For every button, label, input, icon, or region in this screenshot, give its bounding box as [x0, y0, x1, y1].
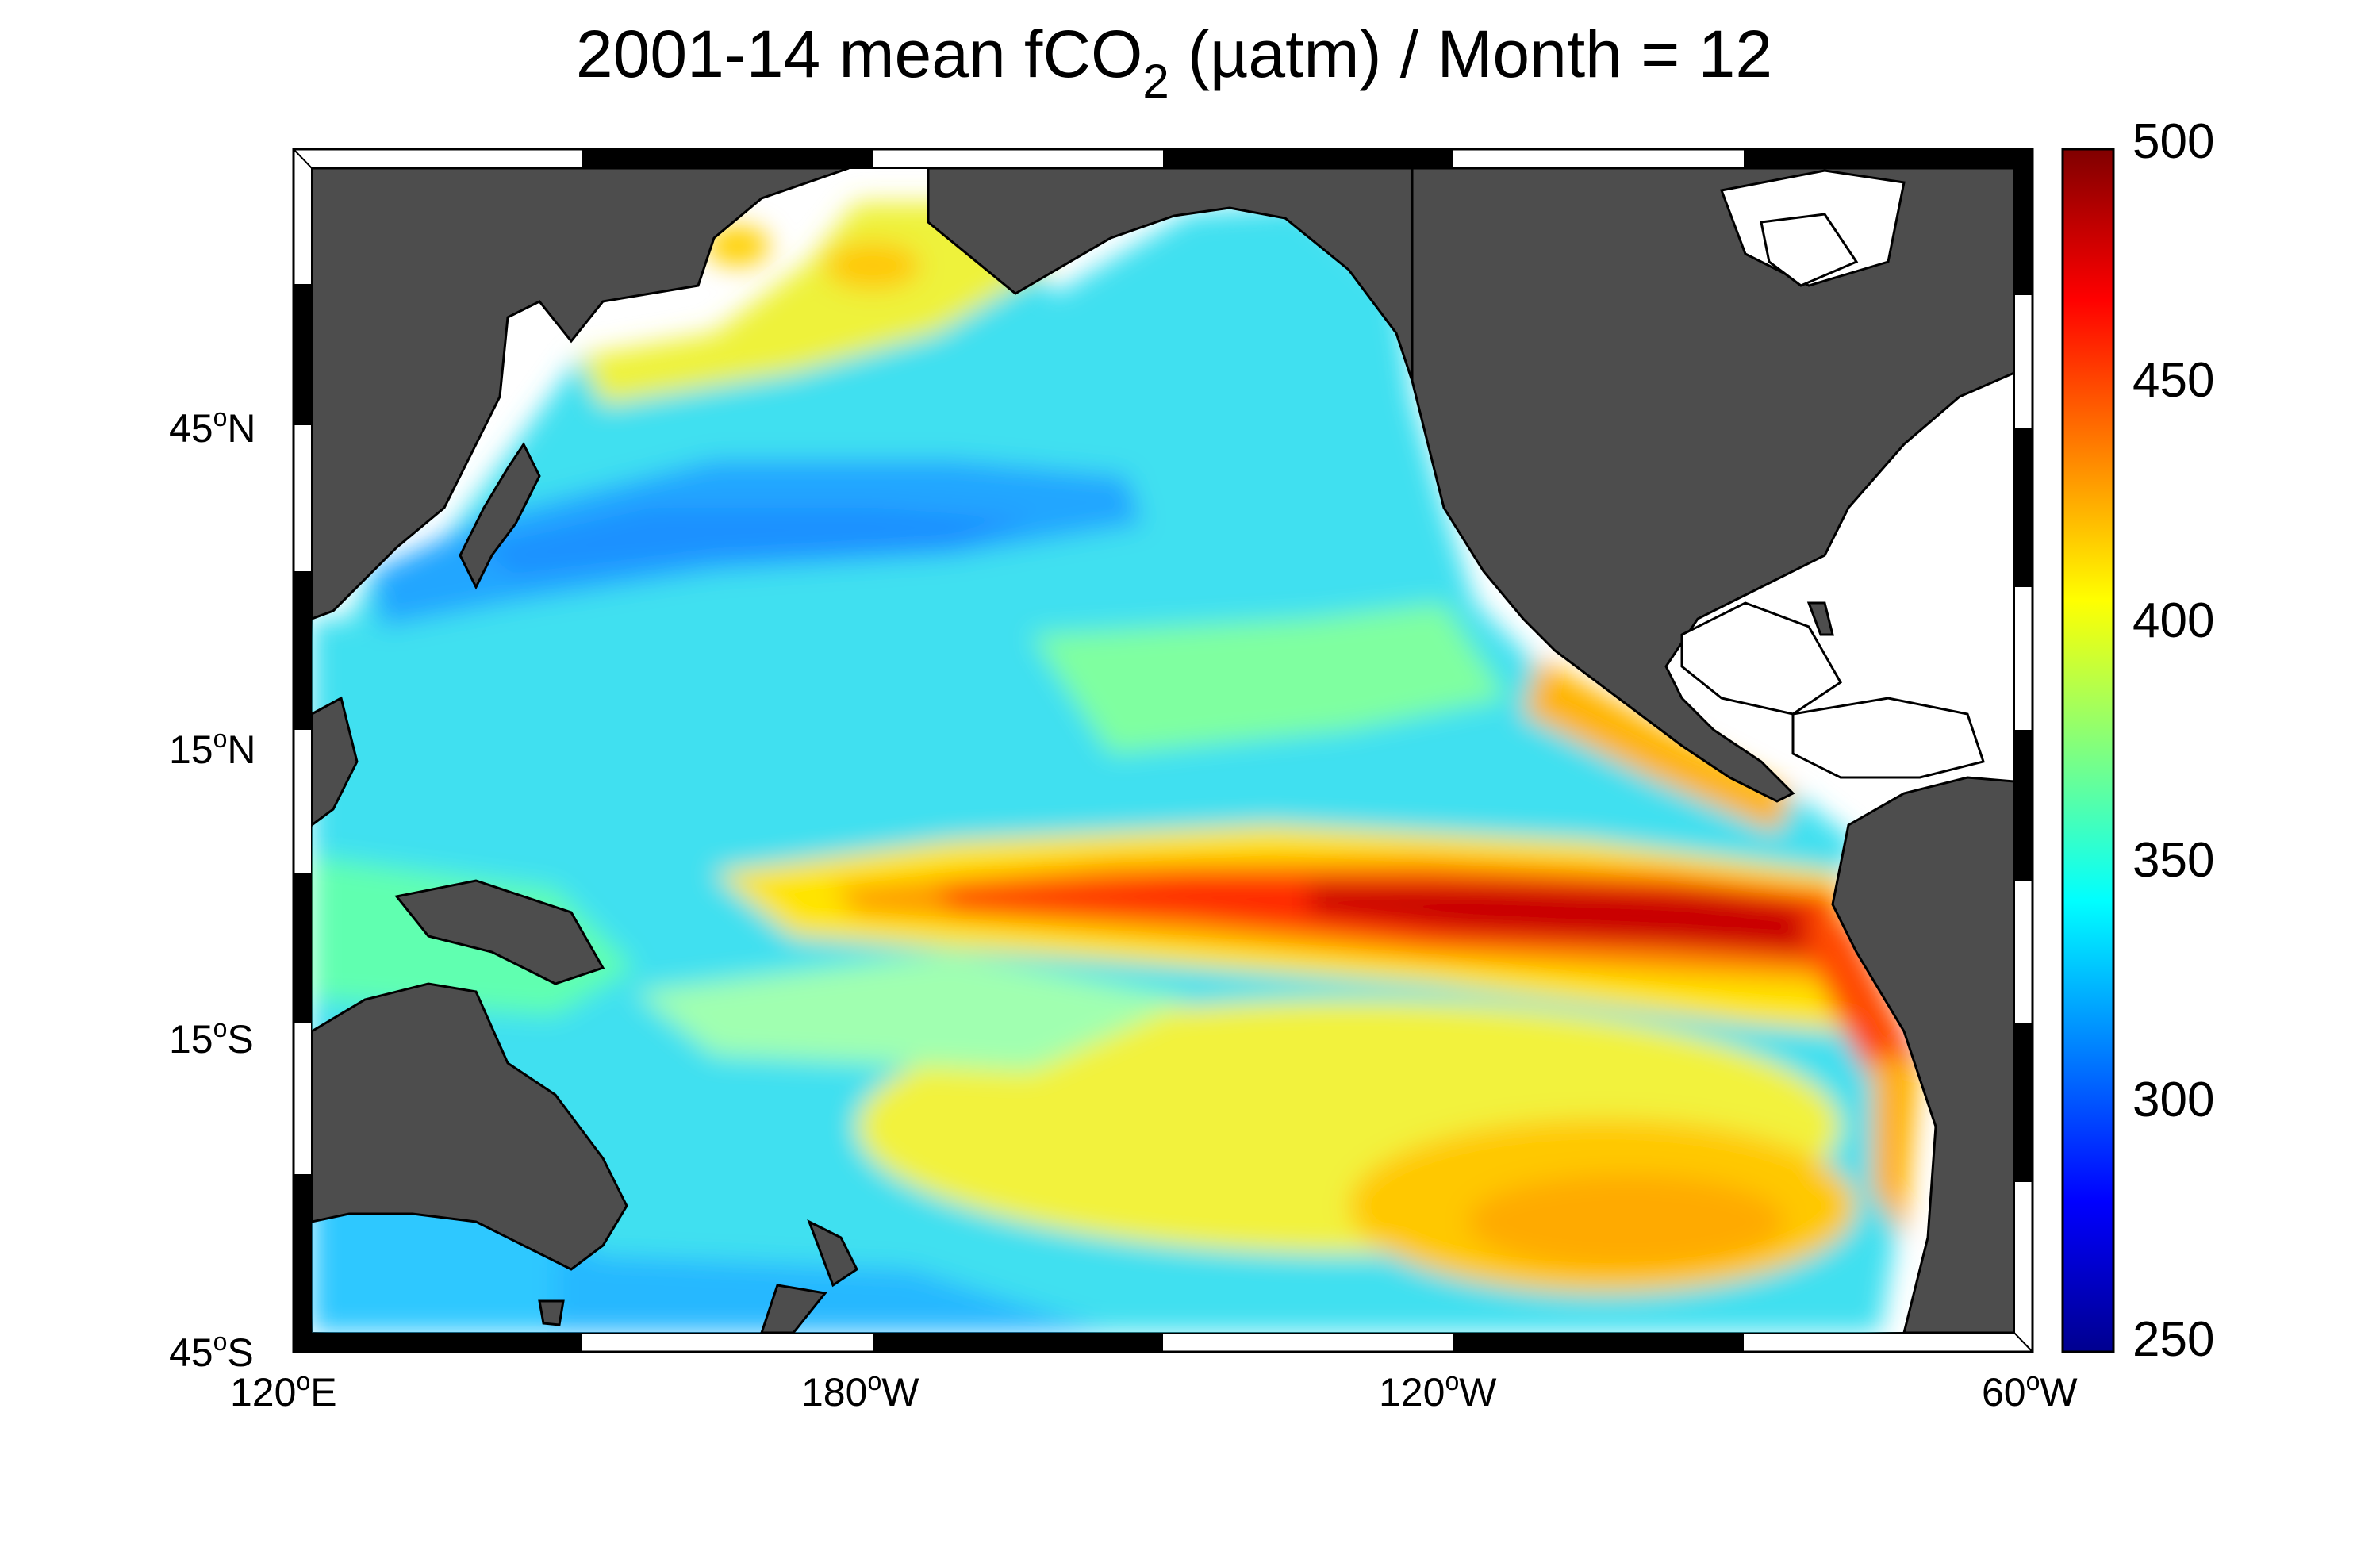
lon-tick-120e: 120oE: [230, 1367, 337, 1415]
lat-tick-15s: 15oS: [169, 1014, 254, 1061]
south-west-band: [635, 952, 1190, 1071]
fco2-field: [312, 202, 1920, 1333]
bering-spot: [706, 226, 770, 266]
chile-coast-warm: [1872, 1055, 1920, 1238]
central-america-coast: [1523, 658, 1793, 833]
colorbar-tick-350: 350: [2132, 833, 2215, 888]
south-east-warm-core: [1468, 1174, 1785, 1269]
eastern-nsub-band: [1031, 603, 1507, 754]
new-guinea-land: [394, 879, 605, 985]
equatorial-dark-core: [1309, 885, 1817, 952]
colorbar-tick-250: 250: [2132, 1312, 2215, 1367]
caribbean-sea: [1791, 697, 1985, 779]
new-zealand-land: [760, 1219, 858, 1333]
asia-land: [312, 168, 850, 620]
lat-tick-15n: 15oN: [169, 724, 256, 772]
australia-land: [312, 982, 628, 1271]
colorbar: [2061, 148, 2115, 1353]
okhotsk-spot: [825, 242, 920, 290]
subpolar-high: [579, 202, 1055, 405]
lon-tick-120w: 120oW: [1379, 1367, 1497, 1415]
map-title: 2001-14 mean fCO2 (µatm) / Month = 12: [575, 17, 1773, 108]
colorbar-tick-450: 450: [2132, 353, 2215, 408]
landmasses: [312, 168, 2014, 1333]
alaska-land: [927, 168, 1414, 382]
tasmania-land: [538, 1299, 565, 1326]
hudson-bay: [1760, 213, 1859, 287]
colorbar-tick-400: 400: [2132, 593, 2215, 648]
colorbar-tick-300: 300: [2132, 1073, 2215, 1127]
florida-land: [1806, 601, 1834, 636]
colorbar-tick-500: 500: [2132, 114, 2215, 169]
north-america-land: [1411, 168, 2014, 803]
lat-tick-45s: 45oS: [169, 1327, 254, 1375]
map-frame-bars: [294, 149, 2033, 1352]
no-data-areas: [1680, 169, 1985, 779]
lon-tick-60w: 60oW: [1982, 1367, 2078, 1415]
philippines-land: [312, 696, 359, 827]
gulf-of-mexico: [1680, 601, 1842, 716]
southern-ocean-low: [555, 1253, 1111, 1333]
lon-tick-180w: 180oW: [801, 1367, 919, 1415]
kuroshio-core: [476, 508, 1031, 575]
lat-tick-45n: 45oN: [169, 403, 256, 451]
south-america-land: [1831, 776, 2014, 1333]
japan-land: [459, 442, 541, 590]
